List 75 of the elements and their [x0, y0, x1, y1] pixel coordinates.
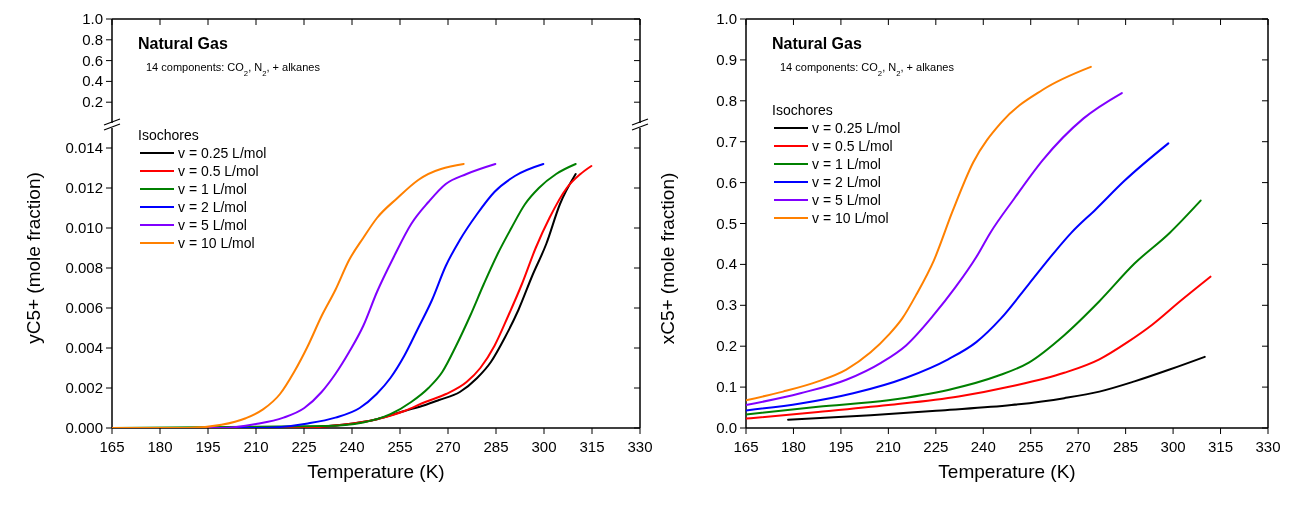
x-tick-label: 270	[435, 438, 461, 455]
x-tick-label: 300	[531, 438, 557, 455]
y-tick-label: 0.010	[65, 219, 103, 236]
y-tick-label: 0.014	[65, 139, 103, 156]
y-tick-label: 0.9	[716, 50, 737, 68]
x-tick-label: 165	[733, 438, 759, 455]
legend-label: v = 2 L/mol	[812, 174, 881, 190]
x-tick-label: 225	[923, 438, 949, 455]
x-tick-label: 300	[1160, 438, 1186, 455]
x-tick-label: 195	[195, 438, 221, 455]
x-tick-label: 210	[243, 438, 269, 455]
y-tick-label: 0.000	[65, 419, 103, 436]
line-series	[746, 142, 1170, 412]
x-tick-label: 210	[875, 438, 901, 455]
y-tick-label: 0.008	[65, 259, 103, 276]
legend-label: v = 5 L/mol	[178, 217, 247, 233]
legend-label: v = 2 L/mol	[178, 199, 247, 215]
y-tick-label: 1.0	[82, 10, 103, 27]
y-axis-title: yC5+ (mole fraction)	[23, 172, 44, 344]
legend-label: v = 0.5 L/mol	[178, 163, 259, 179]
y-tick-label: 0.8	[716, 91, 737, 109]
x-tick-label: 315	[1208, 438, 1234, 455]
x-tick-label: 180	[147, 438, 173, 455]
text: Natural Gas	[138, 35, 228, 52]
legend-label: v = 0.5 L/mol	[812, 138, 893, 154]
x-tick-label: 270	[1065, 438, 1091, 455]
line-series	[746, 92, 1123, 407]
x-tick-label: 240	[339, 438, 365, 455]
y-tick-label: 0.002	[65, 379, 103, 396]
line-series	[787, 355, 1206, 421]
legend-label: v = 5 L/mol	[812, 192, 881, 208]
text: Natural Gas	[772, 35, 862, 52]
annotation: 14 components: CO$_{2}$, N$_{2}$, + alkanes	[146, 61, 321, 78]
x-tick-label: 225	[291, 438, 317, 455]
y-tick-label: 0.2	[716, 337, 737, 355]
x-tick-label: 165	[99, 438, 125, 455]
x-tick-label: 195	[828, 438, 854, 455]
x-tick-label: 255	[387, 438, 413, 455]
y-tick-label: 0.7	[716, 132, 737, 150]
y-tick-label: 0.004	[65, 339, 103, 356]
y-tick-label: 1.0	[716, 10, 737, 27]
x-tick-label: 330	[1255, 438, 1281, 455]
y-tick-label: 0.6	[716, 173, 737, 191]
y-tick-label: 0.3	[716, 296, 737, 314]
x-tick-label: 330	[627, 438, 653, 455]
x-axis-title: Temperature (K)	[938, 461, 1076, 482]
x-tick-label: 315	[579, 438, 605, 455]
line-series	[746, 275, 1212, 420]
legend-title: Isochores	[772, 102, 833, 118]
y-tick-label: 0.006	[65, 299, 103, 316]
legend-label: v = 0.25 L/mol	[812, 120, 901, 136]
y-tick-label: 0.6	[82, 51, 103, 69]
x-axis-title: Temperature (K)	[307, 461, 445, 482]
y-axis-title: xC5+ (mole fraction)	[657, 172, 678, 345]
legend-label: v = 1 L/mol	[812, 156, 881, 172]
line-series	[746, 65, 1092, 402]
y-tick-label: 0.0	[716, 419, 737, 436]
y-tick-label: 0.8	[82, 30, 103, 48]
y-tick-label: 0.4	[82, 72, 103, 90]
x-tick-label: 285	[483, 438, 509, 455]
y-tick-label: 0.4	[716, 255, 737, 273]
legend-title: Isochores	[138, 127, 199, 143]
x-tick-label: 180	[780, 438, 806, 455]
y-tick-label: 0.5	[716, 214, 737, 232]
x-tick-label: 240	[970, 438, 996, 455]
annotation: 14 components: CO$_{2}$, N$_{2}$, + alkanes	[780, 61, 955, 78]
y-tick-label: 0.012	[65, 179, 103, 196]
legend-label: v = 10 L/mol	[812, 210, 889, 226]
x-tick-label: 285	[1113, 438, 1139, 455]
legend-label: v = 0.25 L/mol	[178, 145, 267, 161]
legend-label: v = 10 L/mol	[178, 235, 255, 251]
x-tick-label: 255	[1018, 438, 1044, 455]
y-tick-label: 0.2	[82, 93, 103, 111]
y-tick-label: 0.1	[716, 378, 737, 396]
legend-label: v = 1 L/mol	[178, 181, 247, 197]
